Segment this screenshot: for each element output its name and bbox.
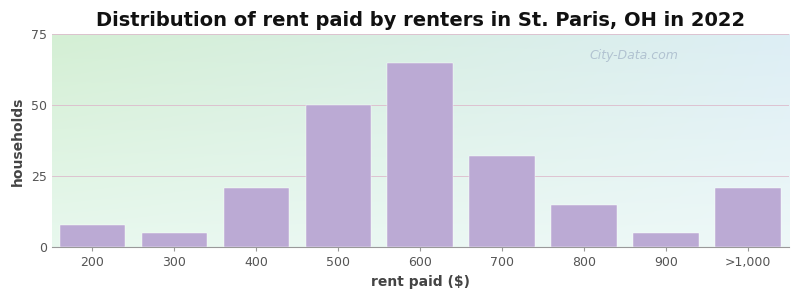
Bar [551, 205, 617, 247]
Title: Distribution of rent paid by renters in St. Paris, OH in 2022: Distribution of rent paid by renters in … [96, 11, 745, 30]
Bar [715, 188, 781, 247]
Bar [470, 157, 535, 247]
Text: City-Data.com: City-Data.com [590, 49, 678, 62]
Y-axis label: households: households [11, 96, 25, 186]
Bar [634, 233, 698, 247]
X-axis label: rent paid ($): rent paid ($) [370, 275, 470, 289]
Bar [306, 105, 371, 247]
Bar [223, 188, 289, 247]
Bar [142, 233, 207, 247]
Bar [60, 225, 126, 247]
Bar [387, 63, 453, 247]
